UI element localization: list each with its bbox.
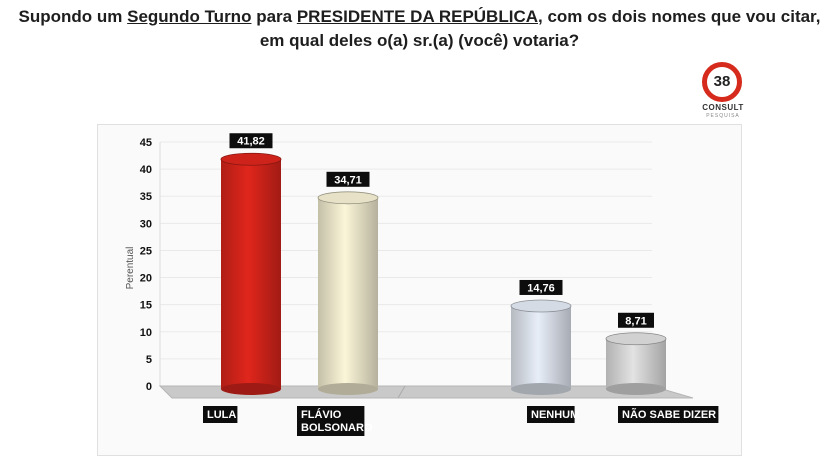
bar-base: [511, 383, 571, 395]
logo-ring-icon: [702, 62, 742, 102]
bar-body: [318, 197, 378, 389]
y-tick-label: 15: [140, 300, 152, 312]
y-tick-label: 10: [140, 327, 152, 339]
y-tick-label: 20: [140, 273, 152, 285]
chart-panel: [97, 124, 742, 456]
y-tick-label: 5: [146, 354, 152, 366]
logo-number: 38: [713, 73, 731, 90]
y-tick-label: 30: [140, 218, 152, 230]
y-tick-label: 45: [140, 137, 152, 149]
bar-base: [318, 383, 378, 395]
data-label-box: [326, 171, 370, 187]
data-label-box: [618, 312, 654, 328]
category-label: NENHUM: [531, 409, 579, 421]
bar-body: [606, 338, 666, 389]
category-label-box: [297, 406, 365, 436]
bar-body: [221, 159, 281, 389]
y-tick-label: 35: [140, 191, 152, 203]
y-tick-label: 40: [140, 164, 152, 176]
category-label: NÃO SABE DIZER: [622, 408, 716, 421]
bar-top: [317, 191, 379, 205]
category-label: LULA: [207, 409, 236, 421]
logo-subtitle: PESQUISA: [706, 113, 740, 119]
consult-logo: 38 CONSULT PESQUISA: [693, 60, 753, 120]
data-label: 14,76: [527, 282, 555, 294]
data-label: 41,82: [237, 136, 265, 148]
chart-title-line-1: Supondo um Segundo Turno para PRESIDENTE…: [18, 7, 821, 26]
chart-title-line-2: em qual deles o(a) sr.(a) (você) votaria…: [259, 31, 580, 50]
data-label-box: [229, 133, 273, 149]
bar-top: [605, 332, 667, 346]
data-label: 34,71: [334, 174, 362, 186]
category-label-box: [527, 406, 575, 423]
category-label: BOLSONARO: [301, 422, 373, 434]
y-tick-label: 25: [140, 245, 152, 257]
bar-top: [220, 152, 282, 166]
y-tick-label: 0: [146, 381, 152, 393]
data-label-box: [519, 279, 563, 295]
logo-name: CONSULT: [702, 103, 744, 112]
floor-divider: [397, 385, 406, 399]
y-axis-label: Perentual: [125, 247, 136, 290]
category-label-box: [618, 406, 719, 423]
data-label: 8,71: [625, 315, 646, 327]
bar-base: [606, 383, 666, 395]
bar-top: [510, 299, 572, 313]
category-label: FLÁVIO: [301, 408, 342, 421]
bar-body: [511, 305, 571, 389]
bar-base: [221, 383, 281, 395]
category-label-box: [203, 406, 238, 423]
